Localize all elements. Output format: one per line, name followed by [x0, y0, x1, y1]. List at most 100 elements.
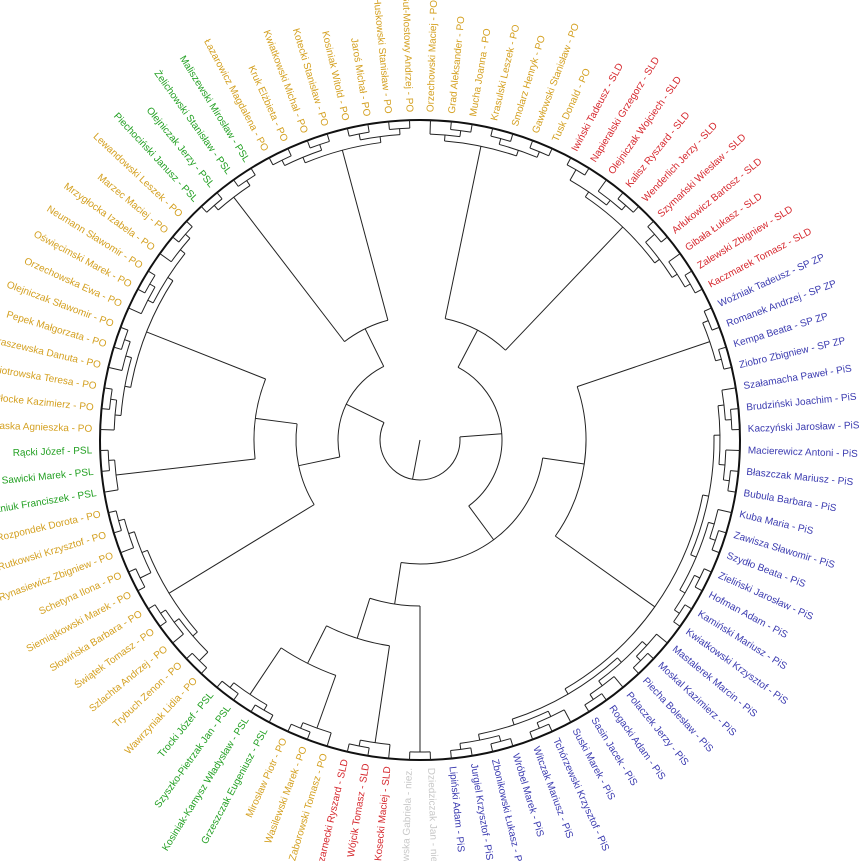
branch [569, 169, 577, 181]
branch [300, 722, 304, 729]
branch [165, 609, 184, 635]
branch [159, 253, 172, 263]
leaf-label: Macierewicz Antoni - PiS [748, 445, 859, 460]
branch [457, 329, 478, 368]
branch [133, 531, 152, 573]
branch [679, 589, 686, 594]
branch [529, 147, 549, 157]
branch [459, 130, 462, 137]
branch [613, 676, 624, 688]
branch [598, 680, 603, 687]
branch [584, 191, 590, 198]
branch [192, 631, 198, 637]
branch [589, 676, 615, 695]
branch [636, 633, 657, 657]
branch [703, 311, 713, 331]
branch [101, 408, 110, 410]
branch [326, 732, 332, 747]
branch [217, 185, 251, 211]
leaf-label: Wójcik Tomasz - SLD [346, 763, 372, 858]
branch [601, 693, 607, 701]
branch [569, 179, 607, 206]
branch [730, 409, 733, 430]
branch [718, 349, 725, 370]
branch [341, 150, 389, 321]
branch [478, 734, 481, 741]
branch [326, 625, 390, 647]
branch [450, 750, 452, 759]
branch [490, 128, 494, 137]
branch [564, 494, 704, 690]
branch [645, 233, 655, 243]
branch [284, 149, 322, 167]
branch [186, 220, 193, 228]
branch [250, 167, 256, 176]
branch [141, 549, 148, 553]
branch [109, 389, 113, 410]
branch [233, 196, 345, 342]
branch [233, 179, 239, 187]
branch [606, 200, 611, 206]
branch [250, 704, 256, 713]
branch [287, 723, 292, 732]
branch [450, 129, 471, 133]
leaf-label: Piotrowska Teresa - PO [0, 364, 97, 392]
leaf-label: Trocki Józef - PSL [156, 690, 216, 760]
branch [364, 328, 385, 367]
branch [564, 688, 569, 695]
branch [679, 522, 709, 591]
branch [346, 403, 385, 423]
branch [168, 504, 315, 594]
branch [388, 121, 390, 130]
branch [115, 510, 122, 531]
branch [490, 743, 494, 752]
branch [498, 138, 502, 145]
branch [389, 127, 410, 130]
branch [673, 621, 681, 627]
leaf-label: Błaszczak Mariusz - PiS [746, 467, 854, 488]
branch [281, 159, 286, 166]
branch [730, 470, 739, 472]
leaf-label: Szałamacha Paweł - PiS [743, 363, 853, 392]
branch [711, 326, 720, 331]
branch [349, 131, 370, 137]
branch [147, 604, 156, 610]
leaf-label: Grad Aleksander - PO [447, 15, 468, 114]
branch [566, 157, 572, 166]
leaf-label: Huskowski Stanisław - PO [371, 0, 393, 114]
branch [674, 575, 695, 611]
branch [647, 652, 654, 660]
branch [711, 549, 720, 554]
branch [459, 433, 502, 438]
branch [137, 288, 146, 294]
leaf-label: Orzechowski Maciej - PO [425, 0, 440, 112]
branch [718, 530, 727, 534]
branch [173, 618, 180, 623]
branch [146, 331, 266, 380]
branch [379, 422, 461, 481]
branch [723, 479, 730, 482]
branch [450, 747, 471, 751]
branch [641, 641, 648, 646]
branch [291, 723, 311, 733]
branch [124, 339, 131, 343]
branch [478, 710, 549, 735]
branch [709, 537, 716, 541]
branch [721, 390, 726, 421]
branch [306, 731, 311, 740]
branch [358, 133, 361, 140]
branch [647, 226, 662, 243]
branch [584, 704, 590, 713]
branch [684, 270, 693, 276]
branch [101, 470, 110, 472]
branch [108, 510, 117, 514]
branch [555, 535, 656, 608]
branch [249, 647, 282, 695]
branch [717, 508, 732, 514]
branch [298, 456, 340, 467]
branch [715, 358, 722, 362]
branch [721, 387, 736, 391]
branch [511, 719, 515, 726]
branch [694, 288, 703, 294]
branch [128, 568, 137, 573]
